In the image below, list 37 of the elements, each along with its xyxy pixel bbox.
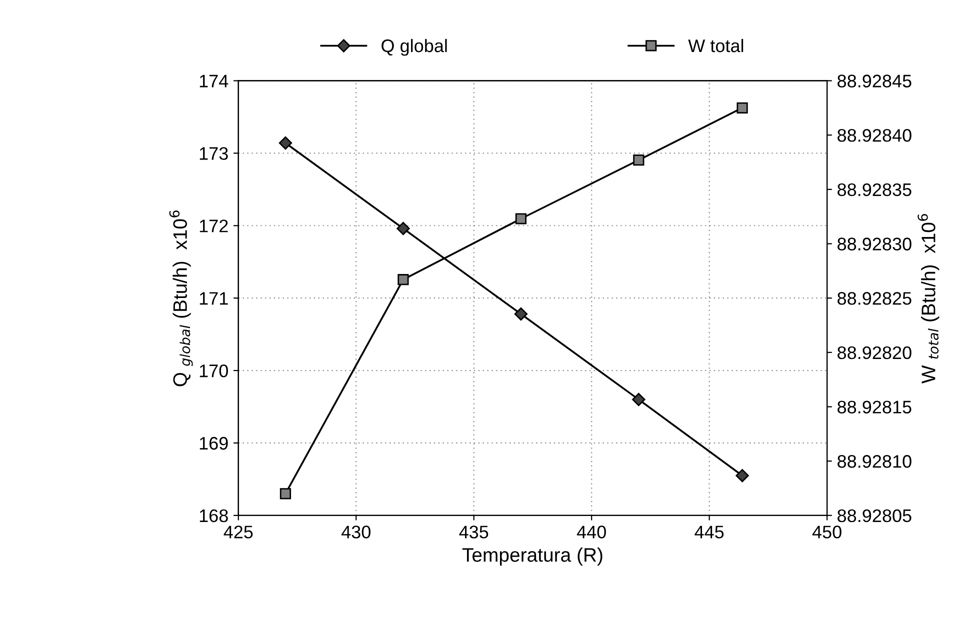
legend-label: W total [688, 38, 744, 52]
y2-tick-label: 88.92820 [838, 346, 912, 360]
point [514, 307, 528, 321]
y2-tick-label: 88.92835 [838, 183, 912, 196]
x-tick-label: 425 [224, 526, 253, 538]
point [515, 213, 526, 224]
y-axis-title: Q $_{global}$ (Btu/h) x10$^{6}$ [169, 210, 193, 386]
legend-label: Q global [382, 38, 447, 56]
x-tick-label: 450 [812, 526, 842, 538]
y2-tick-label: 88.92845 [838, 74, 912, 88]
point [736, 468, 749, 482]
point [398, 274, 409, 286]
point [736, 102, 748, 114]
y-tick-label: 168 [200, 509, 228, 522]
point [396, 222, 410, 236]
point [633, 154, 644, 166]
y-tick-label: 173 [200, 147, 228, 160]
y-tick-label: 174 [200, 74, 228, 88]
y-tick-label: 171 [200, 292, 228, 305]
x-tick-label: 430 [341, 526, 370, 538]
y2-tick-label: 88.92815 [838, 400, 912, 414]
y2-tick-label: 88.92805 [838, 509, 912, 522]
y-tick-label: 170 [200, 364, 228, 378]
x-tick-label: 435 [459, 526, 488, 538]
point [280, 488, 292, 500]
y-tick-label: 172 [200, 220, 228, 232]
y2-tick-label: 88.92810 [838, 455, 912, 468]
y2-tick-label: 88.92830 [838, 238, 912, 250]
point [632, 392, 646, 406]
y-tick-label: 169 [200, 436, 228, 450]
x-axis-title: Temperatura (R) [462, 548, 602, 566]
point [278, 136, 292, 150]
x-tick-label: 440 [576, 526, 606, 538]
y2-tick-label: 88.92840 [838, 129, 912, 142]
y2-axis-title: W $_{total}$ (Btu/h) x10$^{6}$ [918, 214, 940, 384]
x-tick-label: 445 [694, 526, 724, 538]
y2-tick-label: 88.92825 [838, 292, 912, 305]
